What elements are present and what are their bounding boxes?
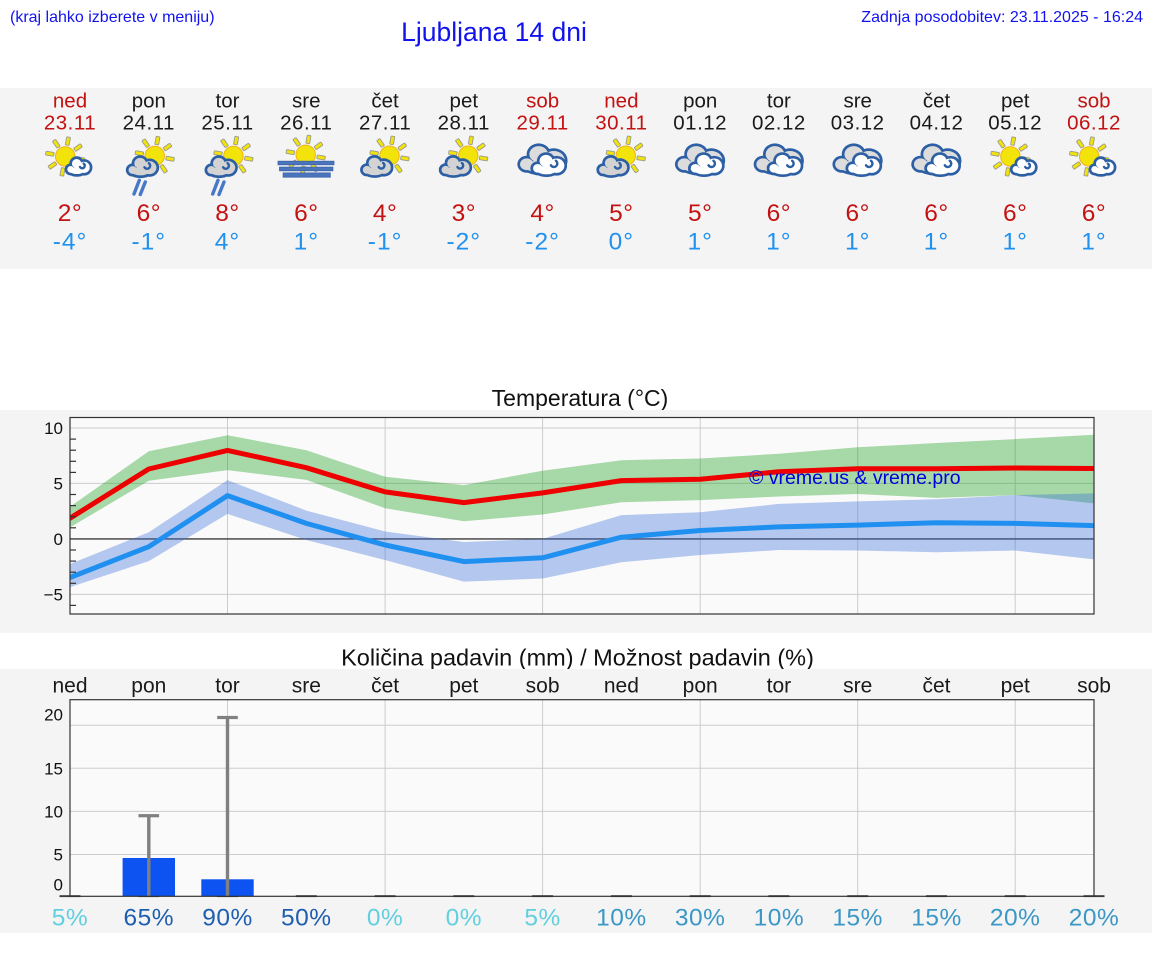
svg-text:15%: 15%	[832, 905, 883, 932]
svg-text:5: 5	[54, 846, 63, 865]
svg-text:-4°: -4°	[53, 229, 88, 256]
svg-text:4°: 4°	[215, 229, 240, 256]
svg-text:5%: 5%	[52, 905, 88, 932]
svg-text:05.12: 05.12	[988, 112, 1042, 135]
svg-text:0°: 0°	[609, 229, 634, 256]
svg-text:30.11: 30.11	[595, 112, 647, 135]
svg-text:Ljubljana 14 dni: Ljubljana 14 dni	[401, 17, 587, 47]
svg-text:1°: 1°	[1002, 229, 1027, 256]
svg-text:0: 0	[54, 876, 63, 895]
svg-text:čet: čet	[371, 90, 399, 113]
svg-text:sob: sob	[526, 675, 560, 698]
svg-text:pet: pet	[1001, 90, 1030, 113]
svg-text:27.11: 27.11	[359, 112, 411, 135]
svg-text:(kraj lahko izberete v meniju): (kraj lahko izberete v meniju)	[10, 9, 215, 26]
svg-text:10%: 10%	[754, 905, 805, 932]
svg-text:Zadnja posodobitev: 23.11.2025: Zadnja posodobitev: 23.11.2025 - 16:24	[861, 9, 1143, 26]
svg-text:ned: ned	[604, 675, 639, 698]
svg-text:0%: 0%	[446, 905, 482, 932]
svg-text:6°: 6°	[767, 200, 791, 227]
svg-text:sre: sre	[843, 675, 872, 698]
svg-text:-2°: -2°	[525, 229, 560, 256]
svg-text:pon: pon	[683, 90, 717, 113]
svg-text:Temperatura (°C): Temperatura (°C)	[492, 385, 669, 411]
svg-text:1°: 1°	[1081, 229, 1106, 256]
svg-text:20: 20	[44, 705, 63, 724]
svg-text:03.12: 03.12	[831, 112, 885, 135]
svg-text:1°: 1°	[294, 229, 319, 256]
svg-text:pon: pon	[131, 675, 166, 698]
svg-text:6°: 6°	[294, 200, 318, 227]
svg-text:3°: 3°	[452, 200, 476, 227]
svg-text:sob: sob	[1077, 675, 1111, 698]
svg-text:06.12: 06.12	[1067, 112, 1121, 135]
svg-text:pet: pet	[449, 675, 478, 698]
svg-text:pon: pon	[683, 675, 718, 698]
svg-text:5%: 5%	[524, 905, 560, 932]
svg-text:0%: 0%	[367, 905, 403, 932]
svg-text:−5: −5	[44, 585, 63, 604]
svg-text:pet: pet	[450, 90, 479, 113]
svg-text:4°: 4°	[373, 200, 397, 227]
svg-text:26.11: 26.11	[280, 112, 332, 135]
svg-text:02.12: 02.12	[752, 112, 806, 135]
svg-text:1°: 1°	[845, 229, 870, 256]
svg-text:1°: 1°	[687, 229, 712, 256]
svg-text:čet: čet	[923, 90, 951, 113]
svg-text:© vreme.us & vreme.pro: © vreme.us & vreme.pro	[749, 467, 961, 489]
svg-text:sob: sob	[1077, 90, 1110, 113]
svg-text:24.11: 24.11	[123, 112, 175, 135]
svg-text:sre: sre	[843, 90, 871, 113]
svg-text:20%: 20%	[990, 905, 1041, 932]
svg-text:tor: tor	[216, 90, 240, 113]
svg-text:25.11: 25.11	[201, 112, 253, 135]
svg-text:5°: 5°	[688, 200, 712, 227]
svg-text:28.11: 28.11	[438, 112, 490, 135]
svg-text:-2°: -2°	[447, 229, 482, 256]
svg-text:1°: 1°	[924, 229, 949, 256]
svg-text:10: 10	[44, 802, 63, 821]
svg-text:pon: pon	[132, 90, 166, 113]
svg-text:-1°: -1°	[132, 229, 167, 256]
svg-text:20%: 20%	[1069, 905, 1120, 932]
svg-text:6°: 6°	[1082, 200, 1106, 227]
svg-text:6°: 6°	[1003, 200, 1027, 227]
svg-text:5°: 5°	[609, 200, 633, 227]
svg-text:1°: 1°	[766, 229, 791, 256]
svg-text:6°: 6°	[845, 200, 869, 227]
svg-text:23.11: 23.11	[44, 112, 96, 135]
svg-text:Količina padavin (mm) / Možnos: Količina padavin (mm) / Možnost padavin …	[341, 645, 814, 671]
svg-text:tor: tor	[767, 90, 791, 113]
svg-text:65%: 65%	[124, 905, 175, 932]
svg-text:sob: sob	[526, 90, 559, 113]
svg-text:tor: tor	[215, 675, 240, 698]
svg-text:ned: ned	[604, 90, 638, 113]
svg-text:0: 0	[54, 530, 63, 549]
svg-text:15%: 15%	[911, 905, 962, 932]
svg-text:10: 10	[44, 419, 63, 438]
svg-text:-1°: -1°	[368, 229, 403, 256]
svg-text:ned: ned	[53, 90, 87, 113]
svg-text:30%: 30%	[675, 905, 726, 932]
svg-text:8°: 8°	[215, 200, 239, 227]
svg-text:sre: sre	[292, 675, 321, 698]
svg-text:50%: 50%	[281, 905, 332, 932]
svg-text:29.11: 29.11	[516, 112, 568, 135]
svg-text:6°: 6°	[137, 200, 161, 227]
svg-text:15: 15	[44, 759, 63, 778]
svg-text:sre: sre	[292, 90, 320, 113]
svg-text:2°: 2°	[58, 200, 82, 227]
svg-text:čet: čet	[371, 675, 399, 698]
svg-text:5: 5	[54, 474, 63, 493]
svg-text:01.12: 01.12	[673, 112, 727, 135]
svg-text:pet: pet	[1001, 675, 1030, 698]
svg-text:ned: ned	[52, 675, 87, 698]
svg-text:04.12: 04.12	[910, 112, 964, 135]
svg-text:90%: 90%	[202, 905, 253, 932]
svg-text:10%: 10%	[596, 905, 647, 932]
svg-text:6°: 6°	[924, 200, 948, 227]
svg-text:tor: tor	[767, 675, 792, 698]
svg-text:4°: 4°	[530, 200, 554, 227]
svg-text:čet: čet	[922, 675, 950, 698]
